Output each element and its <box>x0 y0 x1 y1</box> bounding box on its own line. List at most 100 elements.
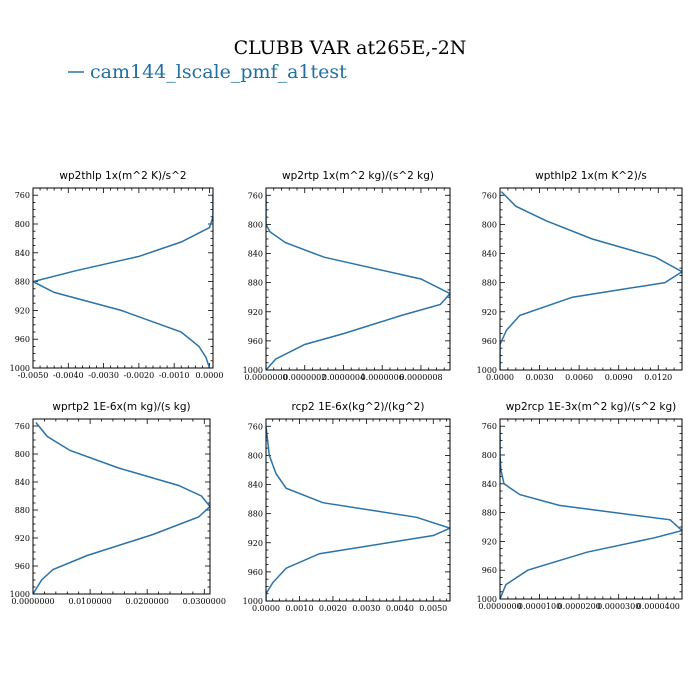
y-tick-label: 920 <box>248 539 263 548</box>
y-tick-label: 920 <box>482 537 497 546</box>
series-line <box>266 195 450 370</box>
plot-frame <box>499 418 683 600</box>
y-tick-label: 800 <box>482 220 497 229</box>
y-tick-label: 760 <box>482 191 497 200</box>
x-tick-label: -0.0010 <box>159 371 190 380</box>
y-tick-label: 760 <box>248 191 263 200</box>
x-tick-label: 0.0000 <box>252 604 280 613</box>
x-tick-label: 0.0000008 <box>399 373 442 382</box>
x-tick-label: 0.0120 <box>644 373 672 382</box>
x-tick-label: 0.0000004 <box>322 373 365 382</box>
y-tick-label: 920 <box>15 534 30 543</box>
x-tick-label: 0.0000 <box>486 373 514 382</box>
y-tick-label: 840 <box>482 250 497 259</box>
y-tick-label: 1000 <box>10 364 30 373</box>
y-tick-label: 760 <box>15 191 30 200</box>
plot-frame <box>265 418 451 602</box>
x-tick-label: -0.0020 <box>124 371 155 380</box>
x-tick-label: 0.0050 <box>419 604 447 613</box>
panel-title: wp2rtp 1x(m^2 kg)/(s^2 kg) <box>282 170 434 182</box>
panel-5: rcp2 1E-6x(kg^2)/(kg^2) 760 800 840 880 920 96… <box>243 401 451 613</box>
y-tick-label: 960 <box>482 566 497 575</box>
y-tick-label: 960 <box>15 562 30 571</box>
x-tick-label: 0.0010 <box>285 604 313 613</box>
y-tick-label: 1000 <box>243 366 263 375</box>
y-tick-label: 800 <box>15 220 30 229</box>
x-tick-label: 0.0020 <box>319 604 347 613</box>
y-tick-label: 840 <box>15 249 30 258</box>
x-tick-label: 0.0000200 <box>557 602 600 611</box>
figure-title: CLUBB VAR at265E,-2N <box>234 37 467 59</box>
y-tick-label: 800 <box>248 451 263 460</box>
panel-title: wp2thlp 1x(m^2 K)/s^2 <box>59 170 186 182</box>
y-tick-label: 840 <box>248 481 263 490</box>
y-tick-label: 840 <box>248 250 263 259</box>
x-tick-label: 0.0060 <box>565 373 593 382</box>
panel-4: wprtp2 1E-6x(m kg)/(s kg) 760 800 840 880 920… <box>10 401 226 606</box>
y-tick-label: 880 <box>15 506 30 515</box>
y-tick-label: 960 <box>248 337 263 346</box>
y-tick-label: 800 <box>15 450 30 459</box>
legend-label: cam144_lscale_pmf_a1test <box>90 61 347 83</box>
series-line <box>33 422 210 594</box>
x-tick-label: 0.0000006 <box>361 373 404 382</box>
panel-6: wp2rcp 1E-3x(m^2 kg)/(s^2 kg) 760 800 840 88… <box>477 401 683 611</box>
panel-title: wpthlp2 1x(m K^2)/s <box>535 170 647 182</box>
y-tick-label: 920 <box>15 306 30 315</box>
panel-title: rcp2 1E-6x(kg^2)/(kg^2) <box>292 401 425 413</box>
plot-frame <box>265 187 451 371</box>
y-tick-label: 760 <box>482 422 497 431</box>
y-tick-label: 800 <box>248 220 263 229</box>
plot-frame <box>32 187 214 369</box>
x-tick-label: 0.0000400 <box>637 602 680 611</box>
x-tick-label: 0.0000002 <box>283 373 326 382</box>
y-tick-label: 960 <box>15 335 30 344</box>
series-line <box>266 426 450 601</box>
y-tick-label: 1000 <box>477 366 497 375</box>
series-line <box>500 426 682 599</box>
plot-frame <box>499 187 683 371</box>
series-line <box>33 195 213 368</box>
y-tick-label: 1000 <box>10 590 30 599</box>
x-tick-label: 0.0000300 <box>597 602 640 611</box>
x-tick-label: 0.0000000 <box>244 373 287 382</box>
panel-title: wprtp2 1E-6x(m kg)/(s kg) <box>52 401 190 413</box>
x-tick-label: 0.0300000 <box>183 597 226 606</box>
x-tick-label: 0.0000100 <box>518 602 561 611</box>
y-tick-label: 960 <box>248 568 263 577</box>
x-tick-label: 0.0000 <box>195 371 223 380</box>
y-tick-label: 760 <box>248 422 263 431</box>
panel-2: wp2rtp 1x(m^2 kg)/(s^2 kg) 760 800 840 880 92… <box>243 170 451 382</box>
y-tick-label: 840 <box>482 480 497 489</box>
panel-1: wp2thlp 1x(m^2 K)/s^2 760 800 840 880 920 960 1… <box>10 170 224 380</box>
panels: wp2thlp 1x(m^2 K)/s^2 760 800 840 880 920 960 1… <box>10 170 683 613</box>
x-tick-label: 0.0200000 <box>126 597 169 606</box>
y-tick-label: 880 <box>248 279 263 288</box>
y-tick-label: 800 <box>482 451 497 460</box>
plot-frame <box>32 418 211 595</box>
x-tick-label: 0.0030 <box>352 604 380 613</box>
y-tick-label: 920 <box>482 308 497 317</box>
y-tick-label: 1000 <box>243 597 263 606</box>
legend: cam144_lscale_pmf_a1test <box>68 61 347 83</box>
y-tick-label: 880 <box>248 510 263 519</box>
x-tick-label: 0.0030 <box>526 373 554 382</box>
y-tick-label: 920 <box>248 308 263 317</box>
series-line <box>500 191 682 370</box>
y-tick-label: 880 <box>15 278 30 287</box>
panel-title: wp2rcp 1E-3x(m^2 kg)/(s^2 kg) <box>506 401 677 413</box>
x-tick-label: -0.0030 <box>88 371 119 380</box>
y-tick-label: 880 <box>482 509 497 518</box>
x-tick-label: 0.0000000 <box>11 597 54 606</box>
y-tick-label: 760 <box>15 422 30 431</box>
y-tick-label: 960 <box>482 337 497 346</box>
panel-3: wpthlp2 1x(m K^2)/s 760 800 840 880 920 960 100… <box>477 170 683 382</box>
y-tick-label: 1000 <box>477 595 497 604</box>
x-tick-label: 0.0040 <box>386 604 414 613</box>
x-tick-label: 0.0000000 <box>478 602 521 611</box>
x-tick-label: -0.0040 <box>53 371 84 380</box>
x-tick-label: 0.0100000 <box>68 597 111 606</box>
x-tick-label: 0.0090 <box>605 373 633 382</box>
x-tick-label: -0.0050 <box>18 371 49 380</box>
